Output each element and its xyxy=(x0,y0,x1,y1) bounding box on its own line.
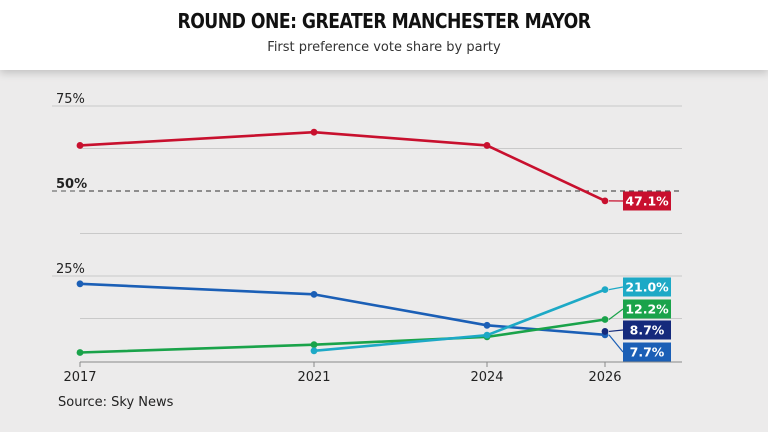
end-label-text: 21.0% xyxy=(625,280,669,295)
end-label-box xyxy=(623,299,671,319)
data-point xyxy=(601,328,609,335)
source-note: Source: Sky News xyxy=(58,395,174,410)
data-point xyxy=(76,280,84,288)
end-label-box xyxy=(623,342,671,362)
x-axis-ticks: 2017 2021 2024 2026 xyxy=(63,362,622,385)
end-labels: 47.1% 7.7% 12.2% 21.0% 8.7% xyxy=(608,191,671,362)
data-point xyxy=(310,290,318,298)
series-line-1 xyxy=(78,282,607,337)
x-tick-label: 2021 xyxy=(297,370,330,385)
data-point xyxy=(310,347,318,355)
end-label-text: 7.7% xyxy=(630,345,665,360)
x-tick-label: 2024 xyxy=(470,370,503,385)
series-line-2 xyxy=(78,318,607,354)
end-label-text: 12.2% xyxy=(625,302,669,317)
label-connector xyxy=(608,286,624,291)
x-tick-label: 2026 xyxy=(588,370,621,385)
end-label-box xyxy=(623,191,671,211)
label-connector xyxy=(608,334,624,353)
data-point xyxy=(310,128,318,136)
grid xyxy=(52,105,682,363)
end-label-text: 8.7% xyxy=(630,323,665,338)
chart-title: ROUND ONE: GREATER MANCHESTER MAYOR xyxy=(177,9,591,33)
series xyxy=(76,128,609,356)
data-point xyxy=(483,331,491,339)
header: ROUND ONE: GREATER MANCHESTER MAYOR Firs… xyxy=(0,0,768,70)
data-point xyxy=(601,316,609,323)
label-connector xyxy=(608,329,624,333)
data-point xyxy=(310,341,318,349)
end-label-box xyxy=(623,320,671,340)
data-point xyxy=(601,286,609,293)
data-point xyxy=(483,142,491,149)
x-tick-label: 2017 xyxy=(63,370,96,385)
data-point xyxy=(76,142,84,149)
y-tick-label: 50% xyxy=(56,177,87,192)
y-tick-label: 25% xyxy=(56,262,85,277)
chart-subtitle: First preference vote share by party xyxy=(267,40,501,55)
data-point xyxy=(483,321,491,329)
y-tick-label: 75% xyxy=(56,92,85,107)
series-line-0 xyxy=(78,130,607,203)
end-label-text: 47.1% xyxy=(625,194,669,209)
end-label-box xyxy=(623,277,671,297)
data-point xyxy=(76,349,84,356)
data-point xyxy=(601,197,609,205)
label-connector xyxy=(608,308,624,320)
y-axis-ticks: 25% 50% 75% xyxy=(56,92,87,277)
